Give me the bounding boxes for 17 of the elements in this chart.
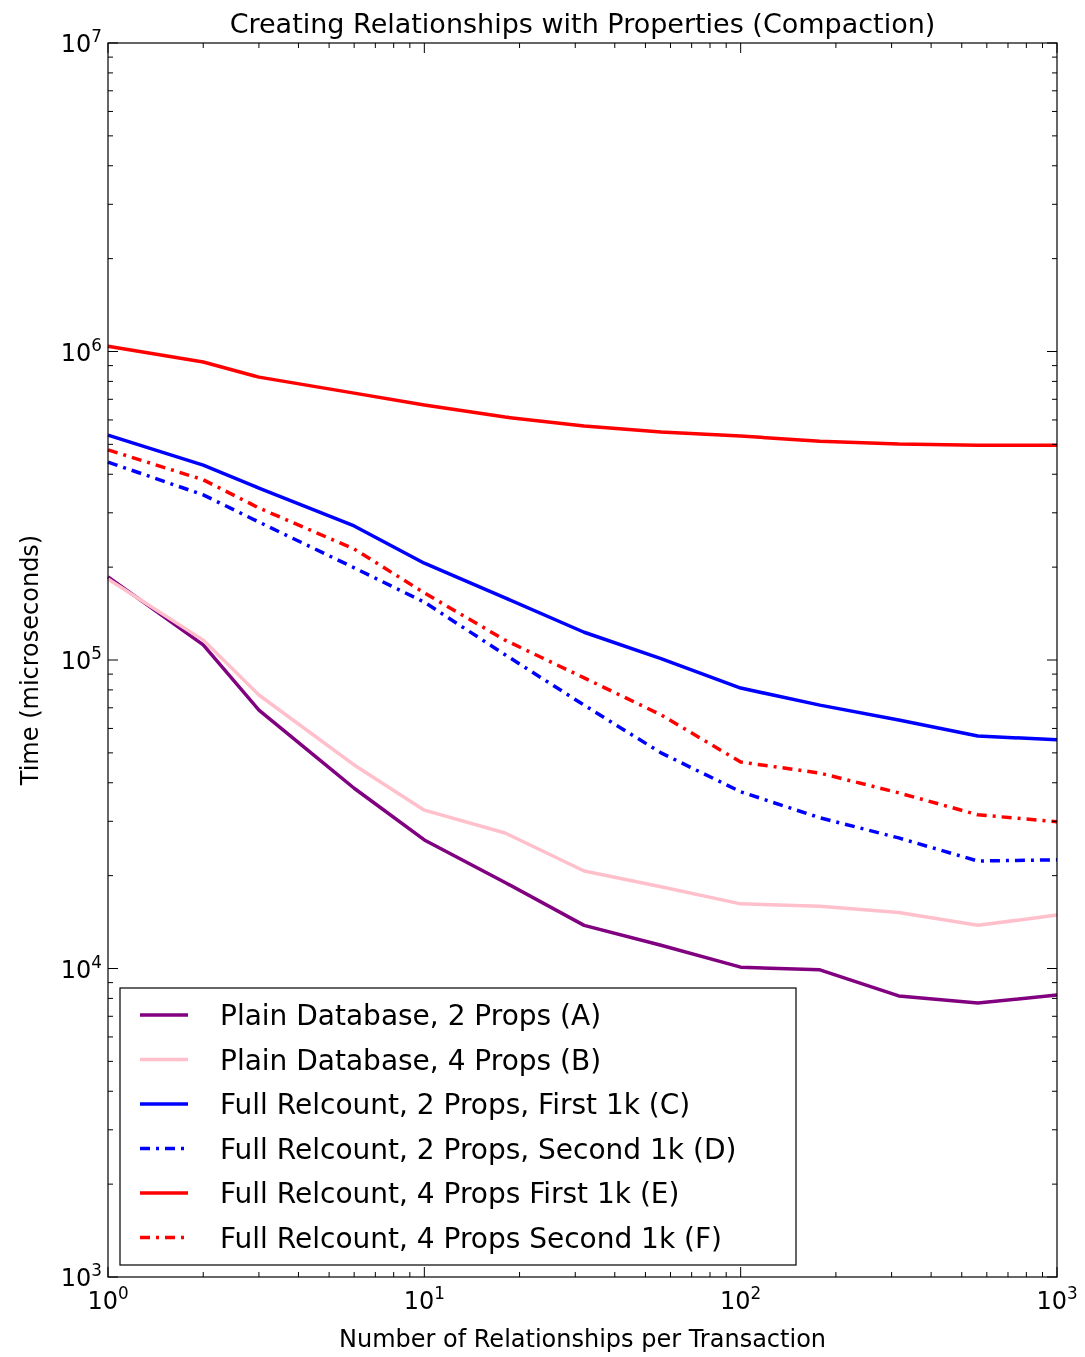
y-tick-label: 10$^{6}$ — [60, 334, 102, 367]
x-axis-title: Number of Relationships per Transaction — [338, 1325, 827, 1353]
legend-label: Full Relcount, 2 Props, First 1k (C) — [220, 1088, 691, 1121]
y-tick-label: 10$^{7}$ — [60, 26, 102, 58]
legend-label: Full Relcount, 4 Props First 1k (E) — [220, 1177, 680, 1210]
y-axis-title: Time (microseconds) — [16, 534, 44, 787]
legend-label: Plain Database, 2 Props (A) — [220, 999, 602, 1032]
x-tick-label: 10$^{2}$ — [720, 1283, 762, 1315]
legend-label: Plain Database, 4 Props (B) — [220, 1043, 602, 1077]
y-tick-label: 10$^{4}$ — [60, 951, 102, 984]
legend-label: Full Relcount, 4 Props Second 1k (F) — [220, 1221, 723, 1255]
x-tick-label: 10$^{1}$ — [403, 1283, 445, 1315]
x-tick-label: 10$^{3}$ — [1036, 1283, 1078, 1315]
chart-title: Creating Relationships with Properties (Compaction) — [229, 8, 936, 39]
legend-label: Full Relcount, 2 Props, Second 1k (D) — [220, 1132, 737, 1166]
y-tick-label: 10$^{3}$ — [60, 1260, 102, 1292]
y-tick-label: 10$^{5}$ — [60, 643, 102, 675]
